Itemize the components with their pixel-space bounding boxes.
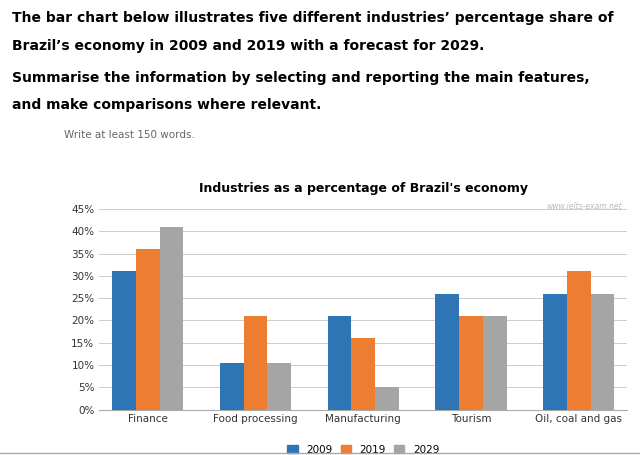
Bar xyxy=(351,338,375,410)
Text: www.ielts-exam.net: www.ielts-exam.net xyxy=(547,202,622,211)
Bar xyxy=(375,387,399,410)
Bar xyxy=(483,316,506,410)
Text: Write at least 150 words.: Write at least 150 words. xyxy=(64,130,195,140)
Bar xyxy=(459,316,483,410)
Bar xyxy=(220,363,244,410)
Bar xyxy=(112,272,136,410)
Bar xyxy=(159,227,183,410)
Bar xyxy=(136,249,159,410)
Bar xyxy=(567,272,591,410)
Text: Summarise the information by selecting and reporting the main features,: Summarise the information by selecting a… xyxy=(12,71,589,85)
Text: and make comparisons where relevant.: and make comparisons where relevant. xyxy=(12,98,321,112)
Title: Industries as a percentage of Brazil's economy: Industries as a percentage of Brazil's e… xyxy=(198,182,528,195)
Text: Brazil’s economy in 2009 and 2019 with a forecast for 2029.: Brazil’s economy in 2009 and 2019 with a… xyxy=(12,39,484,53)
Bar xyxy=(543,294,567,410)
Bar xyxy=(268,363,291,410)
Legend: 2009, 2019, 2029: 2009, 2019, 2029 xyxy=(283,440,444,455)
Text: The bar chart below illustrates five different industries’ percentage share of: The bar chart below illustrates five dif… xyxy=(12,11,613,25)
Bar xyxy=(328,316,351,410)
Bar xyxy=(244,316,268,410)
Bar xyxy=(591,294,614,410)
Bar xyxy=(435,294,459,410)
